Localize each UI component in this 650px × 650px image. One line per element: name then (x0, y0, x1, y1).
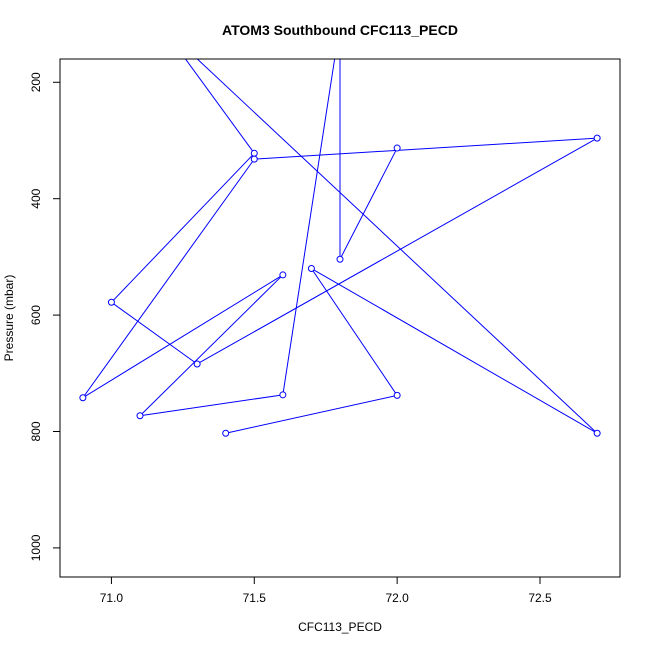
x-axis-label: CFC113_PECD (298, 620, 382, 634)
data-point (193, 360, 201, 368)
series-line-segment (339, 147, 398, 260)
x-tick-label: 72.0 (385, 591, 409, 605)
y-tick-label: 200 (29, 72, 43, 92)
data-point (79, 394, 87, 402)
y-tick-label: 1000 (29, 534, 43, 561)
series-line-segment (225, 394, 398, 434)
series-line-segment (184, 59, 255, 154)
data-point (593, 134, 601, 142)
data-point (136, 412, 144, 420)
y-tick-label: 400 (29, 188, 43, 208)
data-point (250, 149, 258, 157)
data-point (157, 21, 163, 27)
series-line-segment (111, 152, 255, 303)
data-point (107, 298, 115, 306)
data-point (593, 429, 601, 437)
plot-area (79, 21, 601, 437)
data-point (393, 144, 401, 152)
series-line-segment (139, 274, 284, 417)
y-tick-label: 600 (29, 305, 43, 325)
series-line-segment (82, 158, 255, 399)
x-axis: 71.0 71.5 72.0 72.5 (100, 576, 552, 605)
x-tick-label: 72.5 (528, 591, 552, 605)
series-line-segment (139, 394, 283, 417)
chart-title: ATOM3 Southbound CFC113_PECD (222, 22, 458, 38)
data-point (222, 429, 230, 437)
series-line-segment (311, 268, 398, 396)
data-point (279, 391, 287, 399)
data-point (250, 155, 258, 163)
data-point (393, 391, 401, 399)
series-line-segment (196, 59, 598, 434)
x-tick-label: 71.0 (100, 591, 124, 605)
data-point (307, 265, 315, 273)
data-point (336, 255, 344, 263)
series-line-segment (311, 268, 598, 434)
series-line-segment (282, 59, 336, 395)
data-point (279, 271, 287, 279)
series-line-segment (196, 137, 598, 365)
series-line-segment (111, 301, 198, 365)
series-line-segment (82, 274, 284, 399)
x-tick-label: 71.5 (243, 591, 267, 605)
y-tick-label: 800 (29, 421, 43, 441)
y-axis: 200 400 600 800 1000 (29, 72, 61, 561)
series-line-segment (254, 137, 598, 160)
y-axis-label: Pressure (mbar) (2, 275, 16, 362)
